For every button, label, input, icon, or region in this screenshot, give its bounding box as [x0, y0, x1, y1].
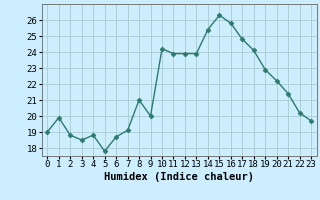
- X-axis label: Humidex (Indice chaleur): Humidex (Indice chaleur): [104, 172, 254, 182]
